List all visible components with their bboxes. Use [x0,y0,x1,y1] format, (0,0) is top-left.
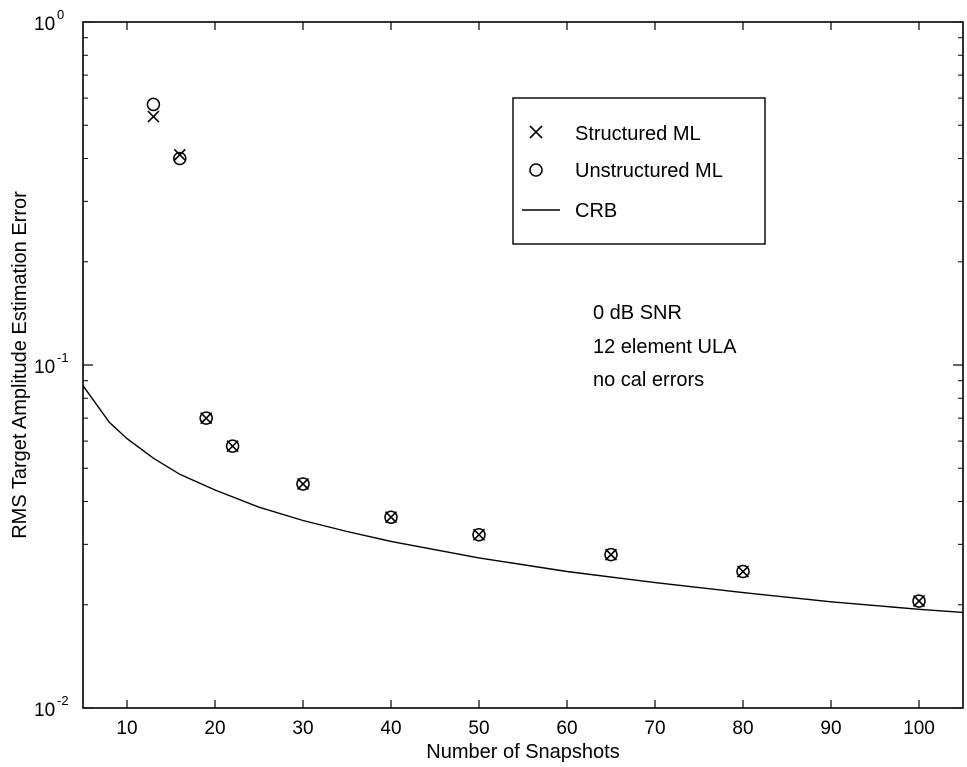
structured-ml-point [173,148,186,161]
structured-ml-point [226,440,239,453]
x-tick-label: 50 [468,718,489,739]
y-tick-label-exponent: 0 [57,7,64,22]
minor-ticks [83,37,963,606]
legend: Structured ML Unstructured ML CRB [512,97,766,245]
unstructured-ml-point [296,477,310,491]
marker-series [146,97,926,608]
legend-label-crb: CRB [575,200,617,222]
annotation-block: 0 dB SNR 12 element ULA no cal errors [593,302,737,391]
legend-box [512,97,766,245]
y-tick-label-base: 10 [34,357,55,378]
x-axis-ticks: 10 20 30 40 50 60 70 80 90 100 [116,22,935,739]
x-tick-label: 10 [116,718,137,739]
y-tick-label-base: 10 [34,14,55,35]
unstructured-ml-point [912,594,926,608]
unstructured-ml-point [225,439,240,453]
structured-ml-point [200,412,213,425]
annotation-array: 12 element ULA [593,336,737,358]
unstructured-ml-point [146,97,161,112]
structured-ml-point [912,595,926,608]
structured-ml-point [604,548,618,561]
legend-marker-unstructured [529,163,543,177]
unstructured-ml-point [604,547,618,562]
x-tick-label: 90 [820,718,841,739]
structured-ml-point [147,110,160,123]
unstructured-ml-point [384,510,398,524]
crb-line [82,385,964,614]
legend-marker-structured [529,125,543,139]
annotation-cal: no cal errors [593,369,704,391]
unstructured-ml-point [199,411,213,425]
x-tick-label: 30 [292,718,313,739]
y-tick-label-exponent: -2 [57,693,69,708]
x-axis-label: Number of Snapshots [426,741,619,763]
structured-ml-point [736,565,750,578]
annotation-snr: 0 dB SNR [593,302,682,324]
structured-ml-point [472,528,486,541]
structured-ml-point [384,511,398,524]
structured-ml-point [296,477,310,491]
y-tick-label-exponent: -1 [57,350,69,365]
unstructured-ml-point [472,527,486,542]
legend-label-structured: Structured ML [575,123,701,145]
x-tick-label: 100 [903,718,935,739]
legend-label-unstructured: Unstructured ML [575,160,723,182]
x-tick-label: 80 [732,718,753,739]
x-tick-label: 60 [556,718,577,739]
x-tick-label: 70 [644,718,665,739]
crb-series [82,385,964,614]
unstructured-ml-point [173,151,187,166]
x-tick-label: 40 [380,718,401,739]
y-tick-label-base: 10 [34,700,55,721]
unstructured-ml-point [736,564,750,579]
x-tick-label: 20 [204,718,225,739]
y-axis-label: RMS Target Amplitude Estimation Error [9,191,31,539]
